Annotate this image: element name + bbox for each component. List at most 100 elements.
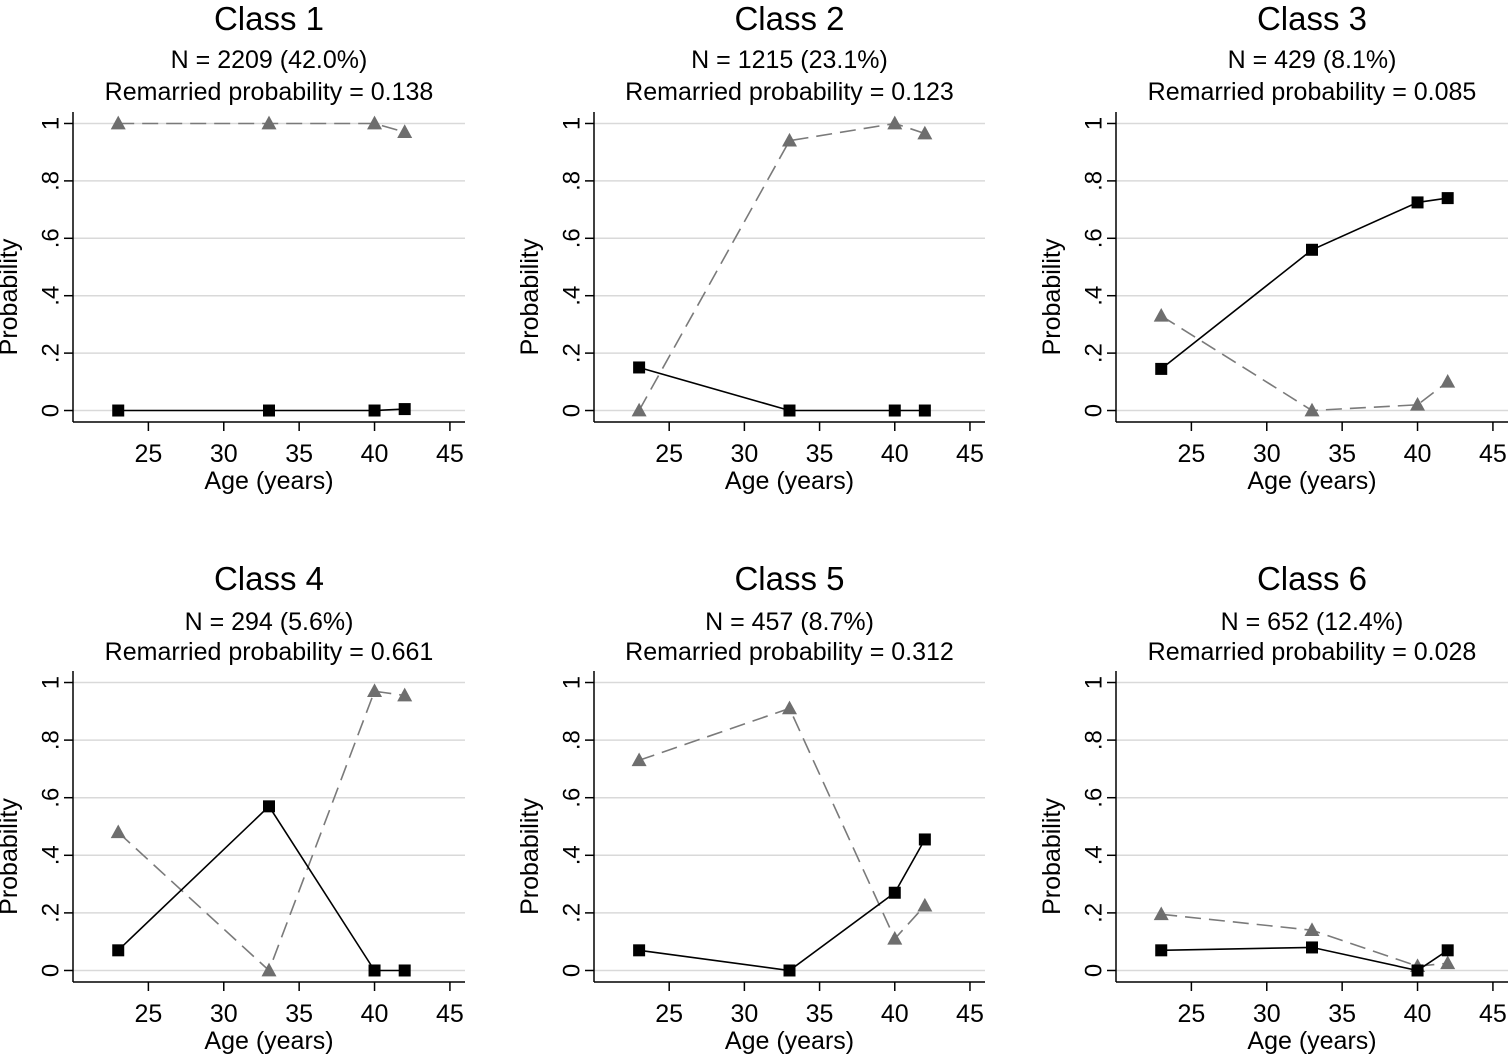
square-point [633, 361, 646, 374]
x-tick-label: 45 [956, 1000, 984, 1028]
y-axis-label: Probability [1038, 238, 1066, 355]
series-line-dashed [117, 690, 405, 972]
y-tick-label: .2 [559, 343, 586, 363]
x-axis-label: Age (years) [725, 1027, 854, 1055]
x-tick-label: 30 [1253, 440, 1281, 468]
series-line-dashed [118, 122, 405, 133]
x-tick-label: 35 [285, 1000, 313, 1028]
panel-title: Class 4 [214, 560, 324, 597]
y-tick-label: 1 [559, 676, 586, 689]
panel-class-3: Class 3 N = 429 (8.1%) Remarried probabili… [1038, 0, 1508, 495]
y-tick-label: 0 [38, 964, 65, 977]
x-tick-label: 40 [1404, 440, 1432, 468]
triangle-point [110, 824, 126, 839]
y-tick-label: .2 [559, 903, 586, 923]
y-tick-label: .8 [559, 171, 586, 191]
triangle-point [917, 125, 933, 140]
x-tick-label: 25 [1177, 1000, 1205, 1028]
square-point [1306, 243, 1318, 256]
x-tick-label: 40 [361, 440, 389, 468]
x-tick-label: 25 [655, 1000, 683, 1028]
y-tick-label: .4 [1081, 286, 1108, 306]
triangle-point [1304, 402, 1320, 417]
square-point [368, 964, 381, 977]
triangle-point [1153, 307, 1169, 322]
x-tick-label: 45 [436, 1000, 464, 1028]
square-point [783, 964, 796, 977]
triangle-point [1153, 906, 1169, 921]
square-point [1441, 944, 1454, 957]
x-tick-label: 40 [361, 1000, 389, 1028]
panel-subtitle: N = 652 (12.4%) [1221, 608, 1404, 636]
panel-title: Class 3 [1257, 0, 1367, 37]
triangle-point [1304, 922, 1320, 937]
square-point [783, 404, 796, 417]
panel-title: Class 2 [734, 0, 844, 37]
x-tick-label: 35 [806, 1000, 834, 1028]
panel-title: Class 1 [214, 0, 324, 37]
panel-title: Class 5 [734, 560, 844, 597]
y-tick-label: .8 [1081, 171, 1108, 191]
x-axis-label: Age (years) [725, 467, 854, 495]
square-point [263, 404, 275, 417]
square-point [112, 404, 125, 417]
square-point [1441, 192, 1454, 205]
triangle-point [887, 931, 903, 945]
panel-subtitle: N = 429 (8.1%) [1228, 46, 1397, 74]
y-tick-label: 1 [1081, 676, 1108, 689]
y-tick-label: .2 [1081, 343, 1108, 363]
y-tick-label: 0 [38, 404, 65, 417]
panel-note: Remarried probability = 0.138 [105, 78, 434, 106]
series-line-dashed [1160, 315, 1449, 412]
x-tick-label: 30 [210, 440, 238, 468]
x-axis-label: Age (years) [204, 1027, 333, 1055]
y-tick-label: .6 [38, 228, 65, 248]
y-axis-label: Probability [516, 238, 544, 355]
x-tick-label: 45 [956, 440, 984, 468]
square-point [112, 944, 125, 957]
y-axis-label: Probability [0, 798, 23, 915]
triangle-point [397, 687, 413, 702]
x-tick-label: 45 [436, 440, 464, 468]
square-point [1411, 196, 1424, 209]
triangle-point [261, 115, 277, 130]
y-tick-label: 0 [1081, 964, 1108, 977]
panel-note: Remarried probability = 0.123 [625, 78, 954, 106]
panel-subtitle: N = 2209 (42.0%) [171, 46, 368, 74]
panel-note: Remarried probability = 0.085 [1148, 78, 1477, 106]
y-tick-label: 0 [559, 964, 586, 977]
y-tick-label: .6 [1081, 228, 1108, 248]
square-point [263, 800, 275, 813]
panel-class-2: Class 2 N = 1215 (23.1%) Remarried probabi… [516, 0, 985, 495]
series-line-solid [1161, 946, 1449, 972]
x-tick-label: 45 [1479, 440, 1507, 468]
x-axis-label: Age (years) [204, 467, 333, 495]
x-tick-label: 25 [134, 440, 162, 468]
x-tick-label: 25 [655, 440, 683, 468]
y-axis-label: Probability [516, 798, 544, 915]
triangle-point [887, 115, 903, 130]
triangle-point [1440, 955, 1456, 970]
panel-class-6: Class 6 N = 652 (12.4%)Remarried probabil… [1038, 560, 1508, 1055]
series-line-dashed [1161, 913, 1448, 968]
x-tick-label: 45 [1479, 1000, 1507, 1028]
series-line-solid [117, 805, 405, 972]
y-tick-label: .8 [38, 171, 65, 191]
series-line-solid [638, 366, 925, 412]
y-tick-label: 1 [38, 676, 65, 689]
x-axis-label: Age (years) [1247, 1027, 1376, 1055]
square-point [1155, 362, 1168, 375]
y-tick-label: .4 [1081, 845, 1108, 865]
panel-note: Remarried probability = 0.661 [105, 638, 434, 666]
series-line-solid [638, 839, 926, 972]
series-line-solid [118, 408, 405, 412]
y-tick-label: .2 [38, 343, 65, 363]
panel-subtitle: N = 294 (5.6%) [185, 608, 354, 636]
y-axis-label: Probability [1038, 798, 1066, 915]
square-point [398, 403, 411, 416]
y-tick-label: .6 [38, 788, 65, 808]
panel-class-1: Class 1 N = 2209 (42.0%) Remarried probabi… [0, 0, 465, 495]
y-tick-label: .2 [38, 903, 65, 923]
y-tick-label: 0 [559, 404, 586, 417]
